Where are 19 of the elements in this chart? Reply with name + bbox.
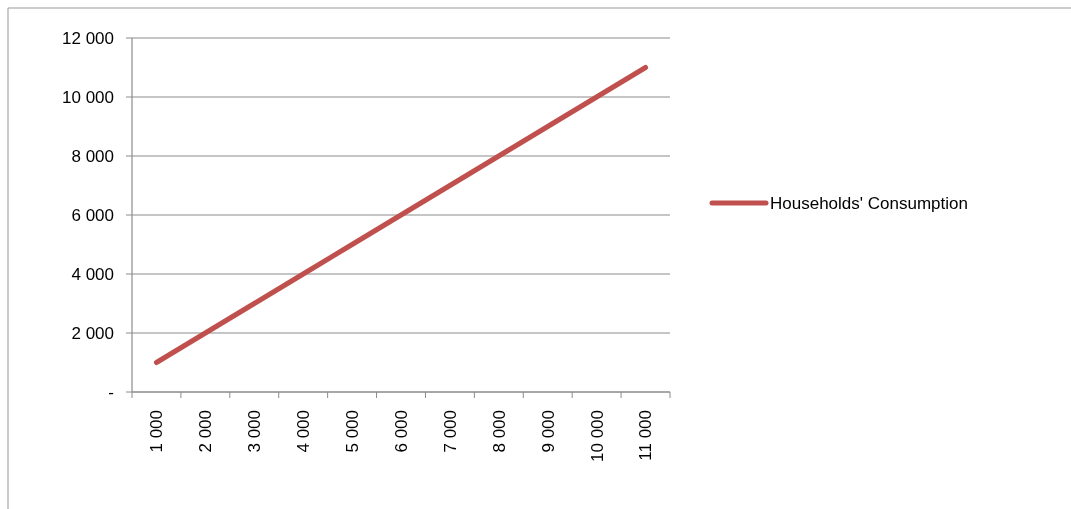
x-tick-label: 7 000 bbox=[440, 410, 460, 453]
y-tick-label: 8 000 bbox=[71, 146, 114, 166]
x-tick-label: 8 000 bbox=[489, 410, 509, 453]
y-tick-label: 6 000 bbox=[71, 205, 114, 225]
y-tick-label: - bbox=[108, 382, 114, 402]
y-tick-label: 10 000 bbox=[62, 87, 114, 107]
x-tick-label: 5 000 bbox=[343, 410, 363, 453]
y-tick-label: 4 000 bbox=[71, 264, 114, 284]
y-tick-label: 12 000 bbox=[62, 28, 114, 48]
x-tick-label: 10 000 bbox=[587, 410, 607, 462]
x-tick-label: 6 000 bbox=[391, 410, 411, 453]
x-tick-label: 2 000 bbox=[196, 410, 216, 453]
x-tick-label: 11 000 bbox=[636, 410, 656, 461]
y-tick-label: 2 000 bbox=[71, 323, 114, 343]
x-tick-label: 4 000 bbox=[294, 410, 314, 453]
x-tick-label: 1 000 bbox=[147, 410, 167, 453]
x-tick-label: 9 000 bbox=[538, 410, 558, 453]
x-tick-label: 3 000 bbox=[245, 410, 265, 453]
legend-label: Households' Consumption bbox=[770, 193, 968, 213]
